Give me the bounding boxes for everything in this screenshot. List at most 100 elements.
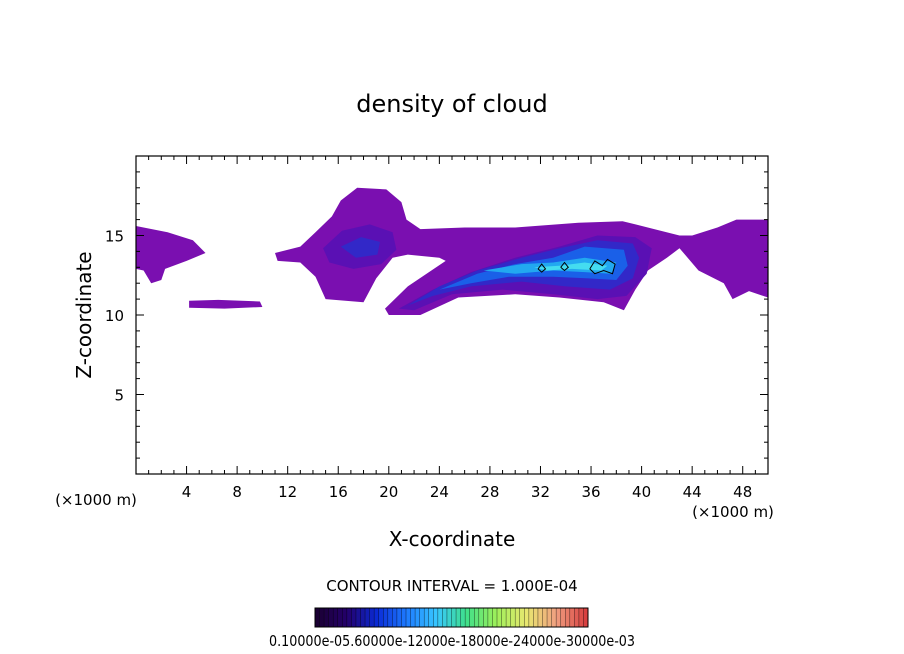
- colorbar-swatch: [460, 608, 466, 627]
- density-region-level-5: [483, 257, 617, 274]
- density-region-level-3: [340, 237, 380, 258]
- density-region-level-1: [275, 187, 768, 315]
- colorbar-swatch: [537, 608, 543, 627]
- colorbar-swatch: [456, 608, 461, 627]
- colorbar-swatch: [446, 608, 452, 627]
- colorbar-swatch: [451, 608, 457, 627]
- x-tick-label: 28: [480, 483, 499, 501]
- plot-area: [136, 156, 768, 474]
- colorbar-swatch: [560, 608, 566, 627]
- colorbar-swatch: [578, 608, 584, 627]
- x-tick-label: 4: [182, 483, 192, 501]
- colorbar-swatch: [374, 608, 379, 627]
- colorbar-swatch: [528, 608, 534, 627]
- colorbar-swatch: [547, 608, 552, 627]
- colorbar-frame: [314, 607, 589, 628]
- colorbar-swatch: [501, 608, 507, 627]
- contour-line: [589, 258, 616, 275]
- x-tick-label: 36: [581, 483, 600, 501]
- colorbar-swatch: [524, 608, 530, 627]
- y-tick-label: 15: [105, 228, 124, 246]
- colorbar-swatch: [506, 608, 511, 627]
- colorbar-swatch: [442, 608, 448, 627]
- colorbar-swatch: [565, 608, 571, 627]
- colorbar: [315, 608, 589, 627]
- colorbar-swatch: [383, 608, 389, 627]
- colorbar-swatch: [556, 608, 561, 627]
- x-axis-label: X-coordinate: [389, 527, 516, 551]
- colorbar-swatch: [387, 608, 393, 627]
- colorbar-swatch: [551, 608, 557, 627]
- colorbar-swatch: [478, 608, 484, 627]
- colorbar-swatch: [333, 608, 339, 627]
- colorbar-swatch: [324, 608, 329, 627]
- colorbar-swatch: [483, 608, 489, 627]
- x-tick-label: 32: [531, 483, 550, 501]
- colorbar-swatch: [469, 608, 475, 627]
- colorbar-swatch: [406, 608, 411, 627]
- x-tick-label: 48: [733, 483, 752, 501]
- colorbar-swatch: [437, 608, 443, 627]
- x-tick-label: 16: [329, 483, 348, 501]
- colorbar-swatch: [319, 608, 325, 627]
- colorbar-swatch: [342, 608, 348, 627]
- colorbar-swatch: [315, 608, 320, 627]
- colorbar-swatch: [337, 608, 343, 627]
- chart-title: density of cloud: [356, 90, 547, 118]
- colorbar-swatch: [392, 608, 398, 627]
- colorbar-swatch: [474, 608, 480, 627]
- colorbar-swatch: [419, 608, 425, 627]
- colorbar-swatch: [346, 608, 352, 627]
- colorbar-swatch: [360, 608, 366, 627]
- colorbar-swatch: [510, 608, 516, 627]
- x-tick-label: 40: [632, 483, 651, 501]
- colorbar-swatch: [487, 608, 493, 627]
- colorbar-swatch: [583, 608, 589, 627]
- x-tick-label: 20: [379, 483, 398, 501]
- colorbar-swatch: [542, 608, 548, 627]
- colorbar-swatch: [415, 608, 420, 627]
- colorbar-swatch: [569, 608, 575, 627]
- x-tick-label: 44: [683, 483, 702, 501]
- contour-line: [537, 263, 547, 273]
- colorbar-swatch: [424, 608, 430, 627]
- colorbar-swatch: [355, 608, 361, 627]
- colorbar-labels: 0.10000e-05.60000e-12000e-18000e-24000e-…: [269, 632, 635, 650]
- colorbar-swatch: [433, 608, 439, 627]
- axis-ticks: [136, 156, 768, 474]
- x-tick-label: 24: [430, 483, 449, 501]
- contour-line: [560, 261, 569, 272]
- density-fill-layer: [136, 187, 768, 315]
- density-region-level-1: [136, 226, 206, 284]
- y-tick-label: 10: [105, 307, 124, 325]
- colorbar-swatch: [378, 608, 384, 627]
- y-axis-label: Z-coordinate: [72, 251, 96, 378]
- colorbar-swatch: [515, 608, 521, 627]
- colorbar-swatch: [465, 608, 470, 627]
- colorbar-swatch: [328, 608, 334, 627]
- colorbar-swatch: [365, 608, 370, 627]
- x-tick-label: 12: [278, 483, 297, 501]
- colorbar-swatch: [351, 608, 357, 627]
- x-unit-label-left: (×1000 m): [55, 491, 137, 509]
- colorbar-swatch: [401, 608, 407, 627]
- contour-line-layer: [537, 258, 616, 275]
- x-unit-label-right: (×1000 m): [692, 503, 774, 521]
- x-tick-label: 8: [232, 483, 242, 501]
- colorbar-swatch: [428, 608, 434, 627]
- density-region-level-1: [189, 299, 263, 309]
- y-tick-labels: 5 10 15: [105, 228, 124, 405]
- colorbar-swatch: [497, 608, 502, 627]
- colorbar-swatch: [533, 608, 539, 627]
- x-tick-labels: 4 8 12 16 20 24 28 32 36 40 44 48: [182, 483, 752, 501]
- colorbar-swatch: [492, 608, 498, 627]
- y-tick-label: 5: [114, 387, 124, 405]
- density-region-level-6: [534, 262, 608, 271]
- contour-interval-text: CONTOUR INTERVAL = 1.000E-04: [326, 577, 577, 595]
- colorbar-swatch: [574, 608, 580, 627]
- colorbar-swatch: [396, 608, 402, 627]
- colorbar-swatch: [410, 608, 416, 627]
- colorbar-swatch: [519, 608, 525, 627]
